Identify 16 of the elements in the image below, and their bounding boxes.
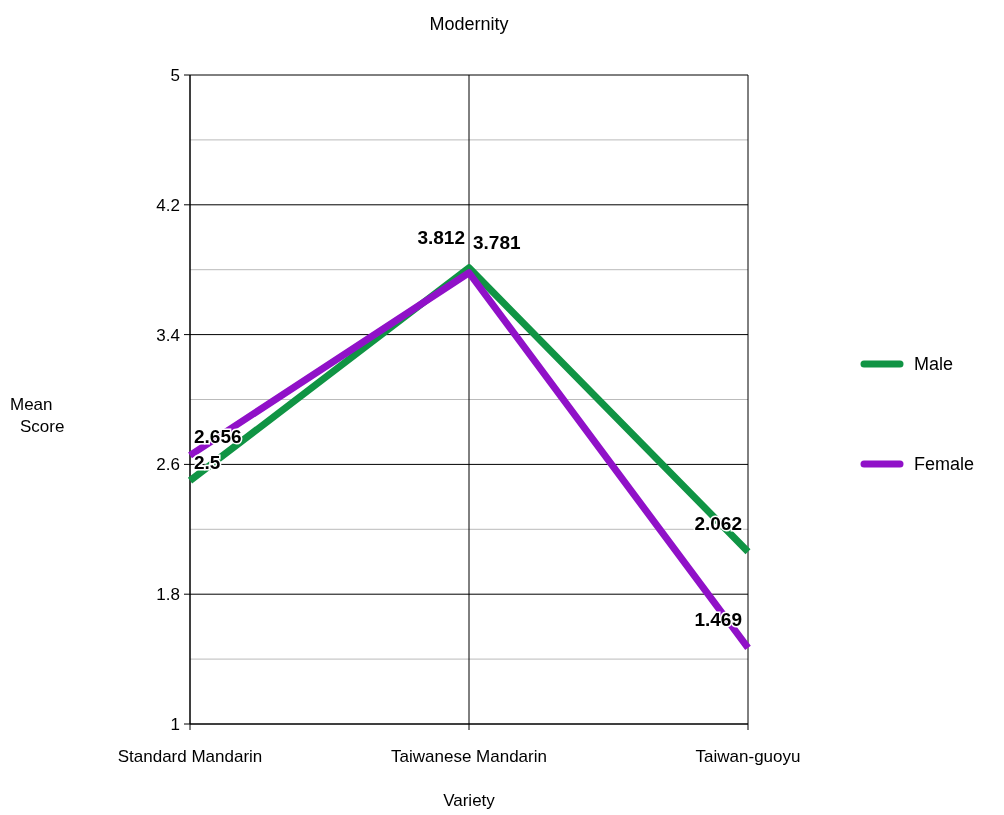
y-tick-label: 1.8 — [156, 585, 180, 605]
x-tick-label: Taiwan-guoyu — [695, 747, 801, 766]
x-axis-title: Variety — [443, 791, 496, 810]
data-label: 3.781 — [473, 231, 521, 253]
data-label: 3.812 — [417, 226, 465, 248]
y-tick-label: 1 — [170, 714, 180, 734]
y-tick-label: 3.4 — [156, 325, 180, 345]
y-tick-label: 2.6 — [156, 455, 180, 475]
y-tick-label: 4.2 — [156, 195, 180, 215]
y-axis-title: Mean Score — [10, 395, 65, 436]
x-tick-label: Taiwanese Mandarin — [391, 747, 547, 766]
y-tick-label: 5 — [170, 65, 180, 85]
legend-label: Male — [914, 354, 954, 375]
legend-label: Female — [914, 454, 975, 475]
x-tick-label: Standard Mandarin — [117, 747, 263, 766]
chart-title: Modernity — [429, 14, 509, 34]
